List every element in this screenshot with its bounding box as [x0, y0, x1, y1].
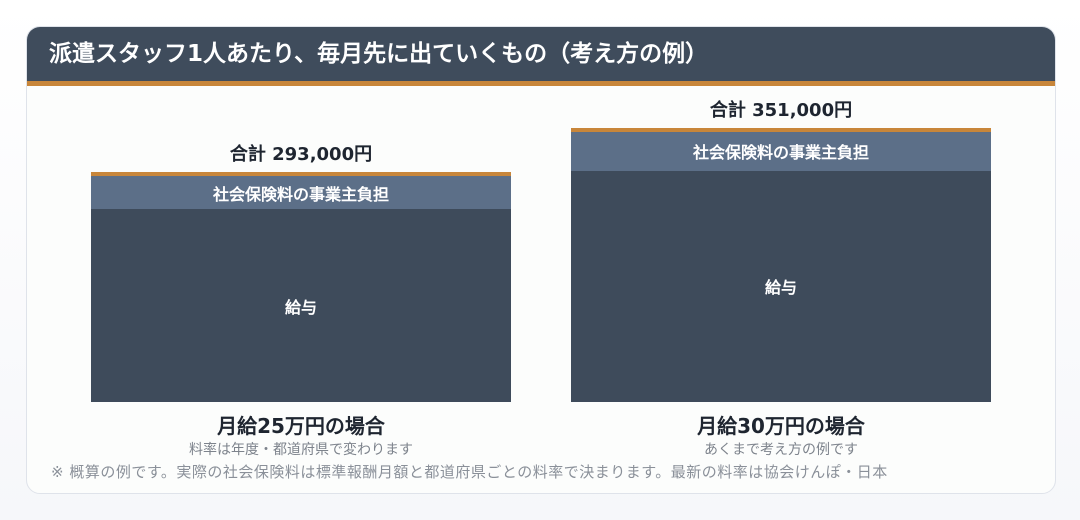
bar-1-salary-segment: 給与	[91, 209, 511, 402]
category-note-1: 料率は年度・都道府県で変わります	[189, 442, 413, 458]
bar-2: 社会保険料の事業主負担 給与	[571, 127, 991, 402]
bar-2-insurance-label: 社会保険料の事業主負担	[692, 143, 869, 163]
chart-title: 派遣スタッフ1人あたり、毎月先に出ていくもの（考え方の例）	[49, 41, 709, 67]
bar-2-salary-label: 給与	[764, 278, 797, 298]
bar-1-salary-label: 給与	[284, 297, 317, 317]
chart-card: 派遣スタッフ1人あたり、毎月先に出ていくもの（考え方の例） 合計 293,000…	[26, 26, 1056, 494]
category-label-2: 月給30万円の場合	[697, 414, 865, 438]
total-label-2: 合計 351,000円	[709, 99, 853, 121]
bar-2-insurance-segment: 社会保険料の事業主負担	[571, 131, 991, 171]
bar-1-insurance-label: 社会保険料の事業主負担	[212, 184, 389, 204]
category-note-2: あくまで考え方の例です	[704, 442, 858, 458]
category-label-1: 月給25万円の場合	[217, 414, 385, 438]
bar-1: 社会保険料の事業主負担 給与	[91, 172, 511, 402]
total-label-1: 合計 293,000円	[229, 144, 373, 166]
chart-header: 派遣スタッフ1人あたり、毎月先に出ていくもの（考え方の例）	[27, 27, 1055, 86]
bar-2-salary-segment: 給与	[571, 170, 991, 402]
footnote: ※ 概算の例です。実際の社会保険料は標準報酬月額と都道府県ごとの料率で決まります…	[51, 463, 888, 481]
bar-1-insurance-segment: 社会保険料の事業主負担	[91, 176, 511, 210]
